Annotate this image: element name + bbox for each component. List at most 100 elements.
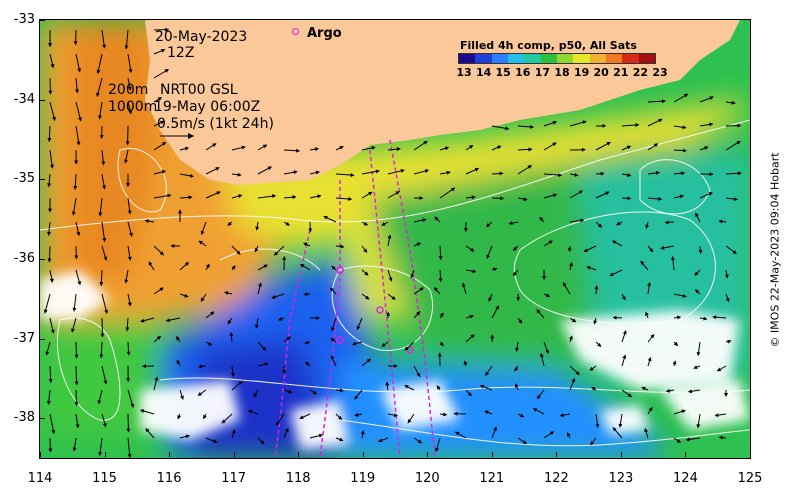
current-vector-arrow	[718, 219, 727, 224]
current-vector-arrow	[491, 267, 498, 272]
colorbar-tick-label: 18	[554, 66, 570, 79]
current-vector-arrow	[309, 194, 322, 199]
colorbar-swatch	[459, 54, 476, 63]
argo-marker-icon	[292, 28, 299, 35]
current-depth-1: 200m	[108, 82, 149, 98]
x-tick-mark	[491, 452, 493, 457]
current-vector-arrow	[303, 242, 311, 247]
current-vector-arrow	[694, 269, 701, 276]
current-vector-arrow	[75, 221, 81, 237]
current-vector-arrow	[46, 221, 51, 236]
current-vector-arrow	[361, 245, 368, 253]
x-tick-mark	[750, 452, 751, 457]
current-vector-arrow	[329, 287, 337, 295]
colorbar-swatch	[638, 54, 655, 63]
current-vector-arrow	[45, 341, 51, 356]
current-vector-arrow	[98, 437, 103, 457]
current-vector-arrow	[439, 312, 444, 319]
current-vector-arrow	[590, 437, 597, 446]
current-vector-arrow	[673, 293, 687, 298]
y-tick-label: -37	[13, 330, 35, 346]
current-vector-arrow	[515, 341, 520, 352]
current-vector-arrow	[660, 245, 675, 250]
current-vector-arrow	[536, 389, 545, 400]
current-vector-arrow	[283, 336, 291, 343]
current-vector-arrow	[153, 287, 164, 295]
current-vector-arrow	[594, 285, 599, 295]
current-vector-arrow	[716, 365, 727, 372]
current-vector-arrow	[378, 437, 389, 443]
current-vector-arrow	[413, 287, 424, 295]
current-vector-arrow	[205, 311, 215, 319]
current-vector-arrow	[387, 234, 392, 247]
vector-scale-label: 0.5m/s (1kt 24h)	[157, 116, 274, 132]
current-vector-arrow	[517, 124, 535, 129]
current-vector-arrow	[97, 389, 103, 405]
current-vector-arrow	[203, 413, 207, 420]
colorbar-tick-label: 15	[495, 66, 511, 79]
current-vector-arrow	[309, 170, 320, 175]
current-vector-arrow	[381, 221, 389, 226]
current-vector-arrow	[101, 221, 107, 243]
current-vector-arrow	[465, 269, 477, 274]
x-tick-label: 124	[673, 471, 698, 486]
current-vector-arrow	[673, 315, 682, 320]
current-vector-arrow	[99, 269, 104, 287]
current-vector-arrow	[413, 242, 422, 247]
current-vector-arrow	[227, 317, 233, 325]
current-vector-arrow	[101, 149, 106, 166]
current-vector-arrow	[699, 122, 714, 127]
current-vector-arrow	[512, 245, 519, 251]
x-tick-label: 122	[543, 471, 569, 486]
current-vector-arrow	[304, 340, 311, 345]
argo-floats	[336, 266, 414, 354]
current-vector-arrow	[331, 265, 337, 271]
current-vector-arrow	[98, 101, 103, 120]
current-vector-arrow	[49, 413, 56, 435]
current-vector-arrow	[335, 173, 355, 178]
current-vector-arrow	[621, 123, 640, 128]
current-vector-arrow	[435, 437, 441, 453]
current-vector-arrow	[49, 317, 55, 334]
current-vector-arrow	[75, 269, 82, 286]
current-vector-arrow	[96, 53, 103, 74]
current-vector-arrow	[257, 264, 268, 271]
current-vector-arrow	[725, 245, 737, 255]
map-time: 12Z	[167, 45, 195, 61]
current-vector-arrow	[479, 384, 493, 391]
current-vector-arrow	[641, 386, 649, 391]
current-vector-arrow	[283, 389, 293, 394]
current-vector-arrow	[257, 282, 262, 295]
current-vector-arrow	[75, 101, 82, 122]
current-vector-arrow	[231, 380, 243, 391]
current-vector-arrow	[725, 339, 732, 344]
current-vector-arrow	[335, 196, 353, 201]
current-vector-arrow	[275, 413, 285, 426]
current-vector-arrow	[725, 171, 742, 176]
x-tick-label: 120	[414, 471, 440, 486]
current-vector-arrow	[568, 335, 573, 343]
current-vector-arrow	[101, 293, 109, 314]
x-tick-label: 125	[737, 471, 763, 486]
current-vector-arrow	[387, 191, 400, 199]
sst-map[interactable]	[40, 20, 750, 458]
current-vector-arrow	[200, 221, 207, 236]
current-vector-arrow	[387, 147, 401, 152]
colorbar-tick-label: 21	[613, 66, 629, 79]
y-tick-mark	[40, 418, 45, 420]
current-vector-arrow	[124, 149, 129, 164]
current-vector-arrow	[665, 388, 675, 393]
current-vector-arrow	[74, 341, 79, 359]
current-vector-arrow	[725, 197, 739, 202]
current-vector-arrow	[532, 408, 545, 415]
current-vector-arrow	[257, 194, 277, 199]
current-vector-arrow	[583, 245, 597, 253]
current-vector-arrow	[413, 365, 421, 378]
current-vector-arrow	[595, 171, 605, 176]
current-vector-arrow	[439, 146, 450, 151]
current-vector-arrow	[127, 437, 132, 458]
current-vector-arrow	[309, 433, 324, 439]
current-vector-arrow	[71, 317, 77, 333]
current-vector-arrow	[335, 437, 344, 442]
current-vector-arrow	[465, 389, 472, 397]
